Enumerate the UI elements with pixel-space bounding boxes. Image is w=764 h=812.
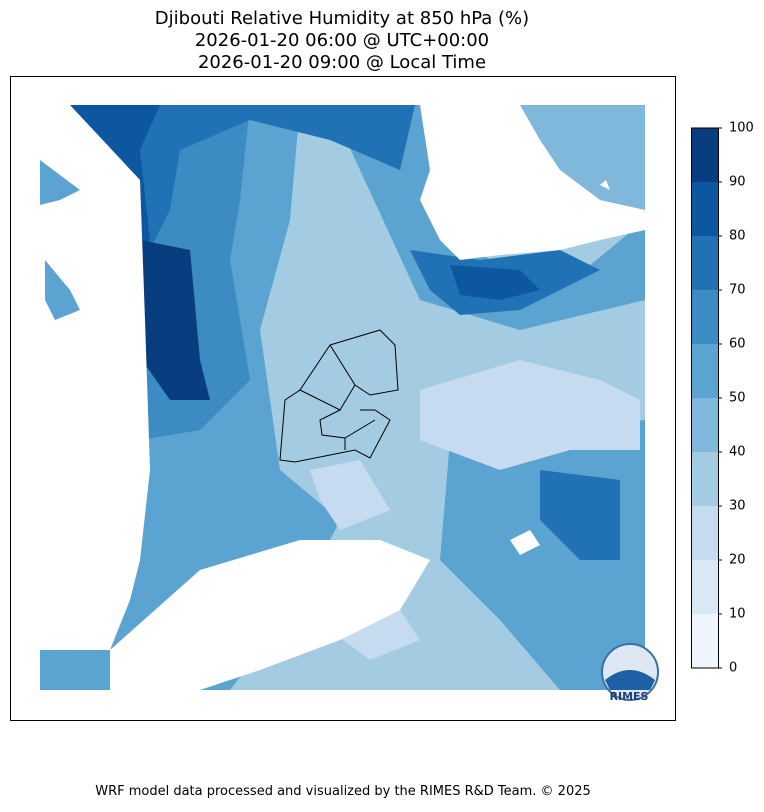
colorbar-tick-label: 80 <box>729 229 746 244</box>
colorbar-bin <box>691 614 718 668</box>
colorbar-bin <box>691 128 718 182</box>
colorbar-tick-label: 30 <box>729 499 746 514</box>
colorbar-bin <box>691 560 718 614</box>
colorbar-tick-label: 70 <box>729 283 746 298</box>
colorbar-bin <box>691 398 718 452</box>
humidity-field <box>40 105 645 690</box>
colorbar-bin <box>691 452 718 506</box>
colorbar-tick-label: 40 <box>729 445 746 460</box>
colorbar-bin <box>691 344 718 398</box>
colorbar-tick-label: 50 <box>729 391 746 406</box>
title-line: 2026-01-20 09:00 @ Local Time <box>198 52 486 73</box>
logo-text: RIMES <box>610 690 649 703</box>
colorbar-bin <box>691 182 718 236</box>
map-frame <box>10 76 676 721</box>
colorbar-bin <box>691 290 718 344</box>
title-line: Djibouti Relative Humidity at 850 hPa (%… <box>155 8 529 29</box>
colorbar-tick-label: 90 <box>729 175 746 190</box>
djibouti-borders <box>279 329 399 463</box>
colorbar-bin <box>691 506 718 560</box>
logo: RIMES <box>601 643 659 703</box>
colorbar-tick-label: 10 <box>729 607 746 622</box>
colorbar-tick-label: 60 <box>729 337 746 352</box>
colorbar-tick-label: 20 <box>729 553 746 568</box>
colorbar-tick-label: 0 <box>729 661 737 676</box>
colorbar: 0 10 20 30 40 50 60 70 80 90 100 <box>691 121 754 676</box>
map: RIMES <box>10 76 676 721</box>
footer: WRF model data processed and visualized … <box>95 784 591 799</box>
colorbar-bin <box>691 236 718 290</box>
title-line: 2026-01-20 06:00 @ UTC+00:00 <box>195 30 489 51</box>
colorbar-tick-label: 100 <box>729 121 754 136</box>
